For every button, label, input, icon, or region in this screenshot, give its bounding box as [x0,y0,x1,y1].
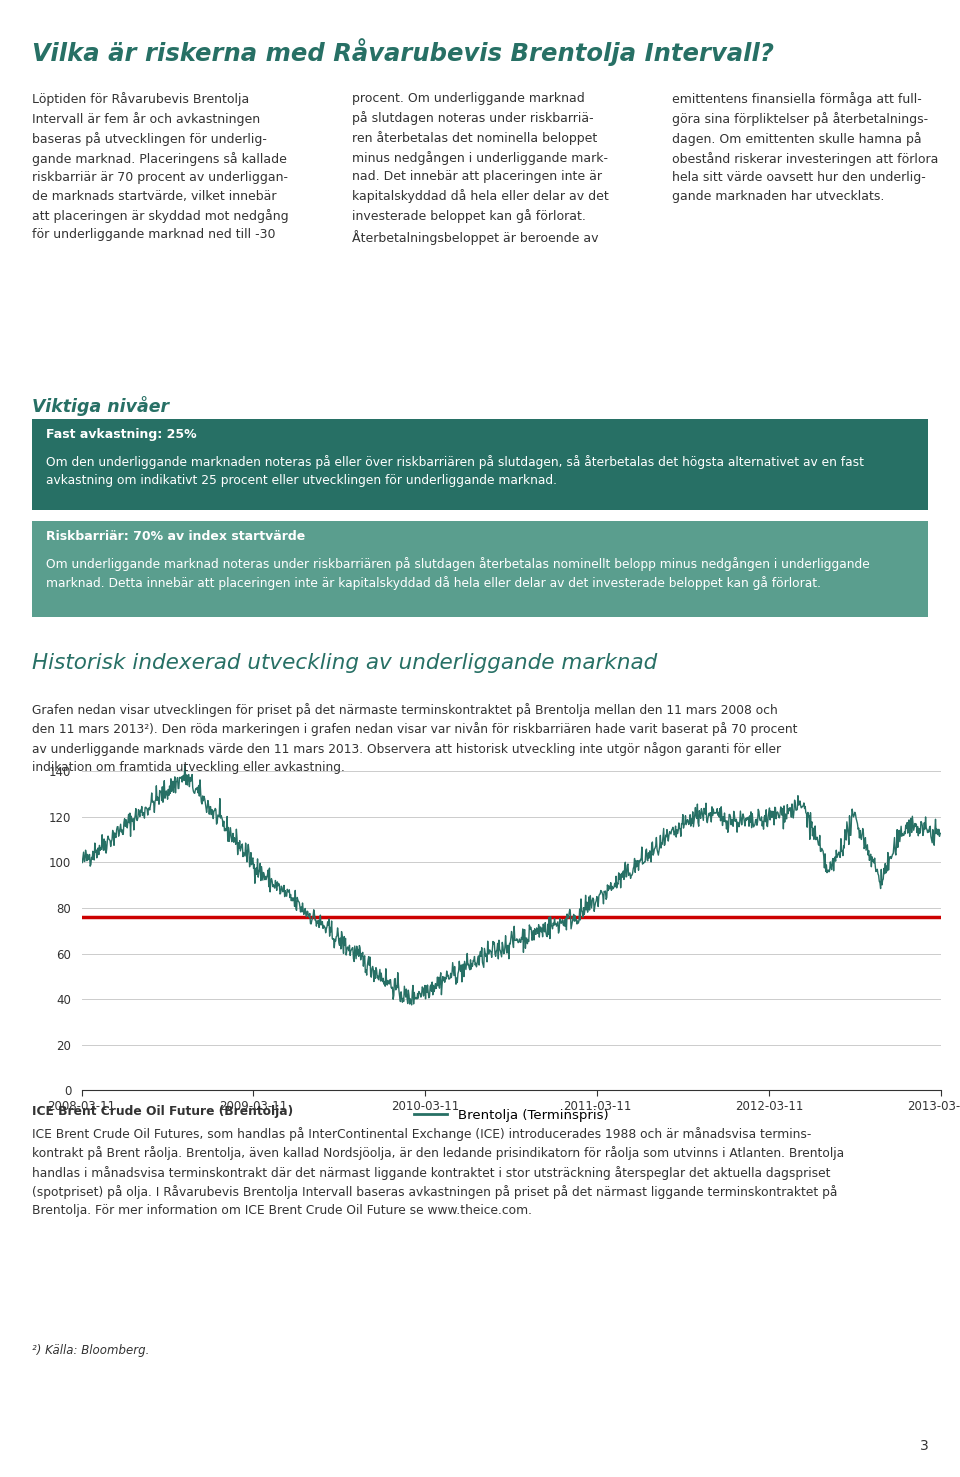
Text: Fast avkastning: 25%: Fast avkastning: 25% [46,428,197,442]
Text: Viktiga nivåer: Viktiga nivåer [32,396,169,417]
Text: Riskbarriär: 70% av index startvärde: Riskbarriär: 70% av index startvärde [46,530,305,544]
Text: procent. Om underliggande marknad
på slutdagen noteras under riskbarriä-
ren åte: procent. Om underliggande marknad på slu… [352,92,609,245]
Legend: Brentolja (Terminspris): Brentolja (Terminspris) [409,1103,613,1127]
Text: 3: 3 [920,1440,928,1453]
Text: Om den underliggande marknaden noteras på eller över riskbarriären på slutdagen,: Om den underliggande marknaden noteras p… [46,455,864,487]
Text: Vilka är riskerna med Råvarubevis Brentolja Intervall?: Vilka är riskerna med Råvarubevis Brento… [32,38,774,66]
Text: Historisk indexerad utveckling av underliggande marknad: Historisk indexerad utveckling av underl… [32,653,657,674]
Text: ICE Brent Crude Oil Futures, som handlas på InterContinental Exchange (ICE) intr: ICE Brent Crude Oil Futures, som handlas… [32,1127,844,1217]
Text: Löptiden för Råvarubevis Brentolja
Intervall är fem år och avkastningen
baseras : Löptiden för Råvarubevis Brentolja Inter… [32,92,288,241]
Text: Grafen nedan visar utvecklingen för priset på det närmaste terminskontraktet på : Grafen nedan visar utvecklingen för pris… [32,703,797,774]
Text: Om underliggande marknad noteras under riskbarriären på slutdagen återbetalas no: Om underliggande marknad noteras under r… [46,557,870,591]
Text: ²) Källa: Bloomberg.: ²) Källa: Bloomberg. [32,1344,149,1357]
Text: ICE Brent Crude Oil Future (Brentolja): ICE Brent Crude Oil Future (Brentolja) [32,1105,293,1118]
Text: emittentens finansiella förmåga att full-
göra sina förpliktelser på återbetalni: emittentens finansiella förmåga att full… [672,92,938,202]
